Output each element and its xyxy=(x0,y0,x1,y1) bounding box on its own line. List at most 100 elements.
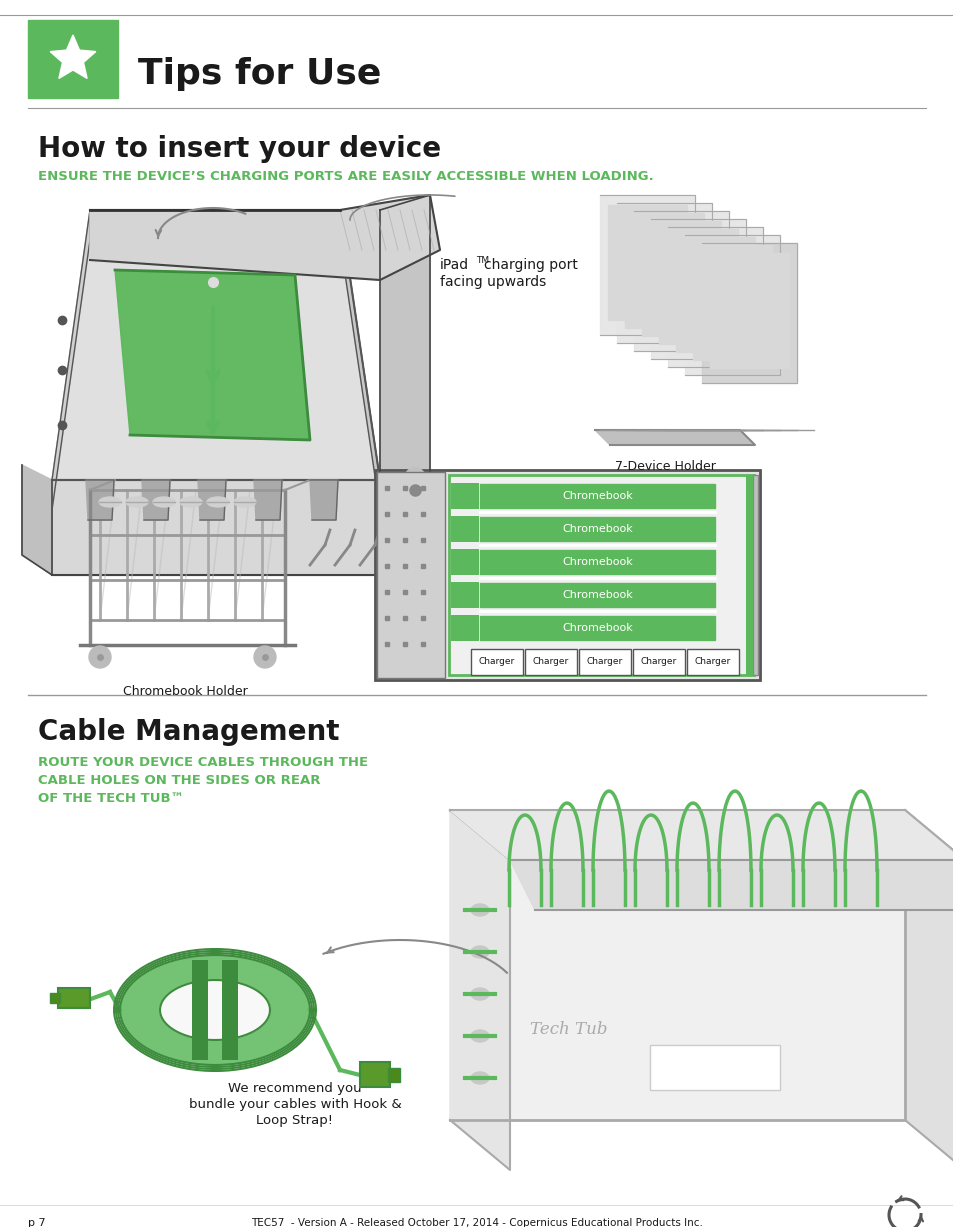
Text: p 7: p 7 xyxy=(28,1218,46,1227)
Bar xyxy=(222,960,237,1060)
Polygon shape xyxy=(595,429,754,445)
Ellipse shape xyxy=(207,497,229,507)
Ellipse shape xyxy=(152,497,174,507)
Text: Charger: Charger xyxy=(478,658,515,666)
Text: bundle your cables with Hook &: bundle your cables with Hook & xyxy=(189,1098,401,1110)
Polygon shape xyxy=(650,218,745,360)
Bar xyxy=(752,475,758,675)
Text: Charger: Charger xyxy=(586,658,622,666)
Polygon shape xyxy=(52,210,90,510)
Text: iPad: iPad xyxy=(439,258,469,272)
Bar xyxy=(479,550,714,574)
Polygon shape xyxy=(676,237,754,352)
Text: Chromebook Holder: Chromebook Holder xyxy=(123,685,247,698)
Bar xyxy=(451,548,478,575)
Polygon shape xyxy=(86,480,113,520)
Circle shape xyxy=(89,645,111,667)
Text: Tips for Use: Tips for Use xyxy=(138,56,381,91)
Polygon shape xyxy=(692,245,771,360)
Bar xyxy=(388,1067,399,1082)
Polygon shape xyxy=(450,810,953,860)
Text: facing upwards: facing upwards xyxy=(439,275,546,290)
Bar xyxy=(192,960,208,1060)
Polygon shape xyxy=(701,243,796,383)
Polygon shape xyxy=(659,229,738,344)
Polygon shape xyxy=(450,810,904,1120)
Bar xyxy=(479,517,714,541)
Bar xyxy=(479,583,714,607)
Text: Chromebook: Chromebook xyxy=(561,557,632,567)
Text: Chromebook: Chromebook xyxy=(561,524,632,534)
Polygon shape xyxy=(641,221,720,336)
Bar xyxy=(50,993,60,1002)
Circle shape xyxy=(253,645,275,667)
Text: Chromebook: Chromebook xyxy=(561,623,632,633)
Polygon shape xyxy=(310,480,337,520)
Polygon shape xyxy=(667,227,762,367)
Text: Cable Management: Cable Management xyxy=(38,718,339,746)
Polygon shape xyxy=(22,465,52,575)
Bar xyxy=(375,470,760,680)
Bar xyxy=(479,616,714,640)
Text: charging port: charging port xyxy=(483,258,578,272)
Polygon shape xyxy=(115,270,310,440)
Polygon shape xyxy=(624,213,703,328)
Bar xyxy=(479,483,714,508)
Text: TEC57  - Version A - Released October 17, 2014 - Copernicus Educational Products: TEC57 - Version A - Released October 17,… xyxy=(251,1218,702,1227)
Bar xyxy=(578,649,630,675)
Ellipse shape xyxy=(180,497,202,507)
Ellipse shape xyxy=(471,1072,489,1083)
Polygon shape xyxy=(120,955,310,1065)
Text: Charger: Charger xyxy=(640,658,677,666)
Bar xyxy=(451,615,478,640)
Ellipse shape xyxy=(471,946,489,958)
Text: Tech Tub: Tech Tub xyxy=(530,1022,607,1038)
Bar xyxy=(28,20,118,98)
Polygon shape xyxy=(634,211,728,351)
Polygon shape xyxy=(160,980,270,1040)
Polygon shape xyxy=(52,480,379,575)
Ellipse shape xyxy=(471,1029,489,1042)
Ellipse shape xyxy=(126,497,148,507)
Bar xyxy=(633,649,684,675)
Text: ROUTE YOUR DEVICE CABLES THROUGH THE: ROUTE YOUR DEVICE CABLES THROUGH THE xyxy=(38,756,368,769)
Ellipse shape xyxy=(99,497,121,507)
Bar xyxy=(649,1045,780,1090)
Polygon shape xyxy=(253,480,282,520)
Bar xyxy=(376,472,444,679)
Bar xyxy=(451,582,478,609)
Polygon shape xyxy=(450,810,510,1171)
Text: Charger: Charger xyxy=(533,658,569,666)
Text: Charger: Charger xyxy=(694,658,730,666)
Text: 7-Device Holder: 7-Device Holder xyxy=(615,460,715,472)
Polygon shape xyxy=(684,236,780,375)
Polygon shape xyxy=(51,36,95,79)
Polygon shape xyxy=(90,195,439,280)
Text: We recommend you: We recommend you xyxy=(228,1082,361,1094)
Text: CABLE HOLES ON THE SIDES OR REAR: CABLE HOLES ON THE SIDES OR REAR xyxy=(38,774,320,787)
Text: Chromebook: Chromebook xyxy=(561,590,632,600)
Polygon shape xyxy=(617,202,711,344)
Bar xyxy=(451,483,478,509)
Polygon shape xyxy=(607,205,686,320)
Bar xyxy=(58,988,90,1009)
Polygon shape xyxy=(379,195,430,510)
Bar xyxy=(524,649,577,675)
Polygon shape xyxy=(599,195,695,335)
Ellipse shape xyxy=(233,497,255,507)
Text: OF THE TECH TUB™: OF THE TECH TUB™ xyxy=(38,791,184,805)
Bar xyxy=(451,517,478,542)
Polygon shape xyxy=(709,253,788,368)
Polygon shape xyxy=(198,480,226,520)
Polygon shape xyxy=(52,210,379,480)
Polygon shape xyxy=(142,480,170,520)
Bar xyxy=(686,649,739,675)
Ellipse shape xyxy=(471,988,489,1000)
Text: Loop Strap!: Loop Strap! xyxy=(256,1114,334,1128)
Ellipse shape xyxy=(471,904,489,917)
Text: ENSURE THE DEVICE’S CHARGING PORTS ARE EASILY ACCESSIBLE WHEN LOADING.: ENSURE THE DEVICE’S CHARGING PORTS ARE E… xyxy=(38,171,653,183)
Ellipse shape xyxy=(400,467,429,513)
Polygon shape xyxy=(510,860,953,910)
Polygon shape xyxy=(904,810,953,1171)
Text: Chromebook: Chromebook xyxy=(561,491,632,501)
